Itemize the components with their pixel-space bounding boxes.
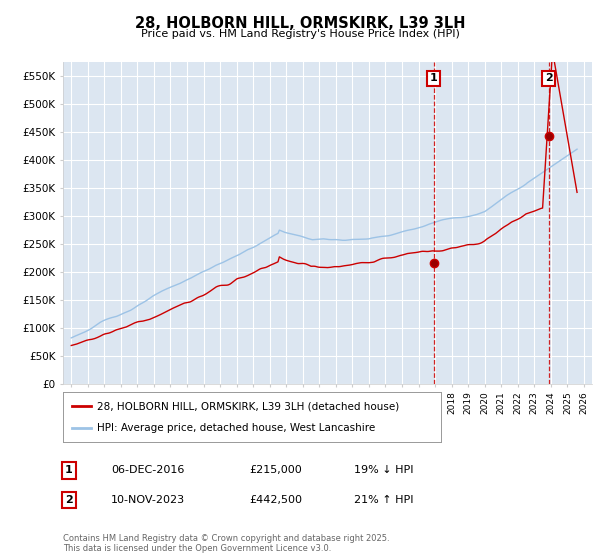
Text: £215,000: £215,000: [249, 465, 302, 475]
Text: 28, HOLBORN HILL, ORMSKIRK, L39 3LH: 28, HOLBORN HILL, ORMSKIRK, L39 3LH: [135, 16, 465, 31]
Text: £442,500: £442,500: [249, 495, 302, 505]
Text: 2: 2: [65, 495, 73, 505]
Text: 1: 1: [65, 465, 73, 475]
Text: Price paid vs. HM Land Registry's House Price Index (HPI): Price paid vs. HM Land Registry's House …: [140, 29, 460, 39]
Text: 21% ↑ HPI: 21% ↑ HPI: [354, 495, 413, 505]
Text: Contains HM Land Registry data © Crown copyright and database right 2025.
This d: Contains HM Land Registry data © Crown c…: [63, 534, 389, 553]
Text: 28, HOLBORN HILL, ORMSKIRK, L39 3LH (detached house): 28, HOLBORN HILL, ORMSKIRK, L39 3LH (det…: [97, 401, 399, 411]
Text: 06-DEC-2016: 06-DEC-2016: [111, 465, 184, 475]
Text: 1: 1: [430, 73, 437, 83]
Text: 19% ↓ HPI: 19% ↓ HPI: [354, 465, 413, 475]
Text: HPI: Average price, detached house, West Lancashire: HPI: Average price, detached house, West…: [97, 423, 375, 433]
Text: 2: 2: [545, 73, 553, 83]
Text: 10-NOV-2023: 10-NOV-2023: [111, 495, 185, 505]
